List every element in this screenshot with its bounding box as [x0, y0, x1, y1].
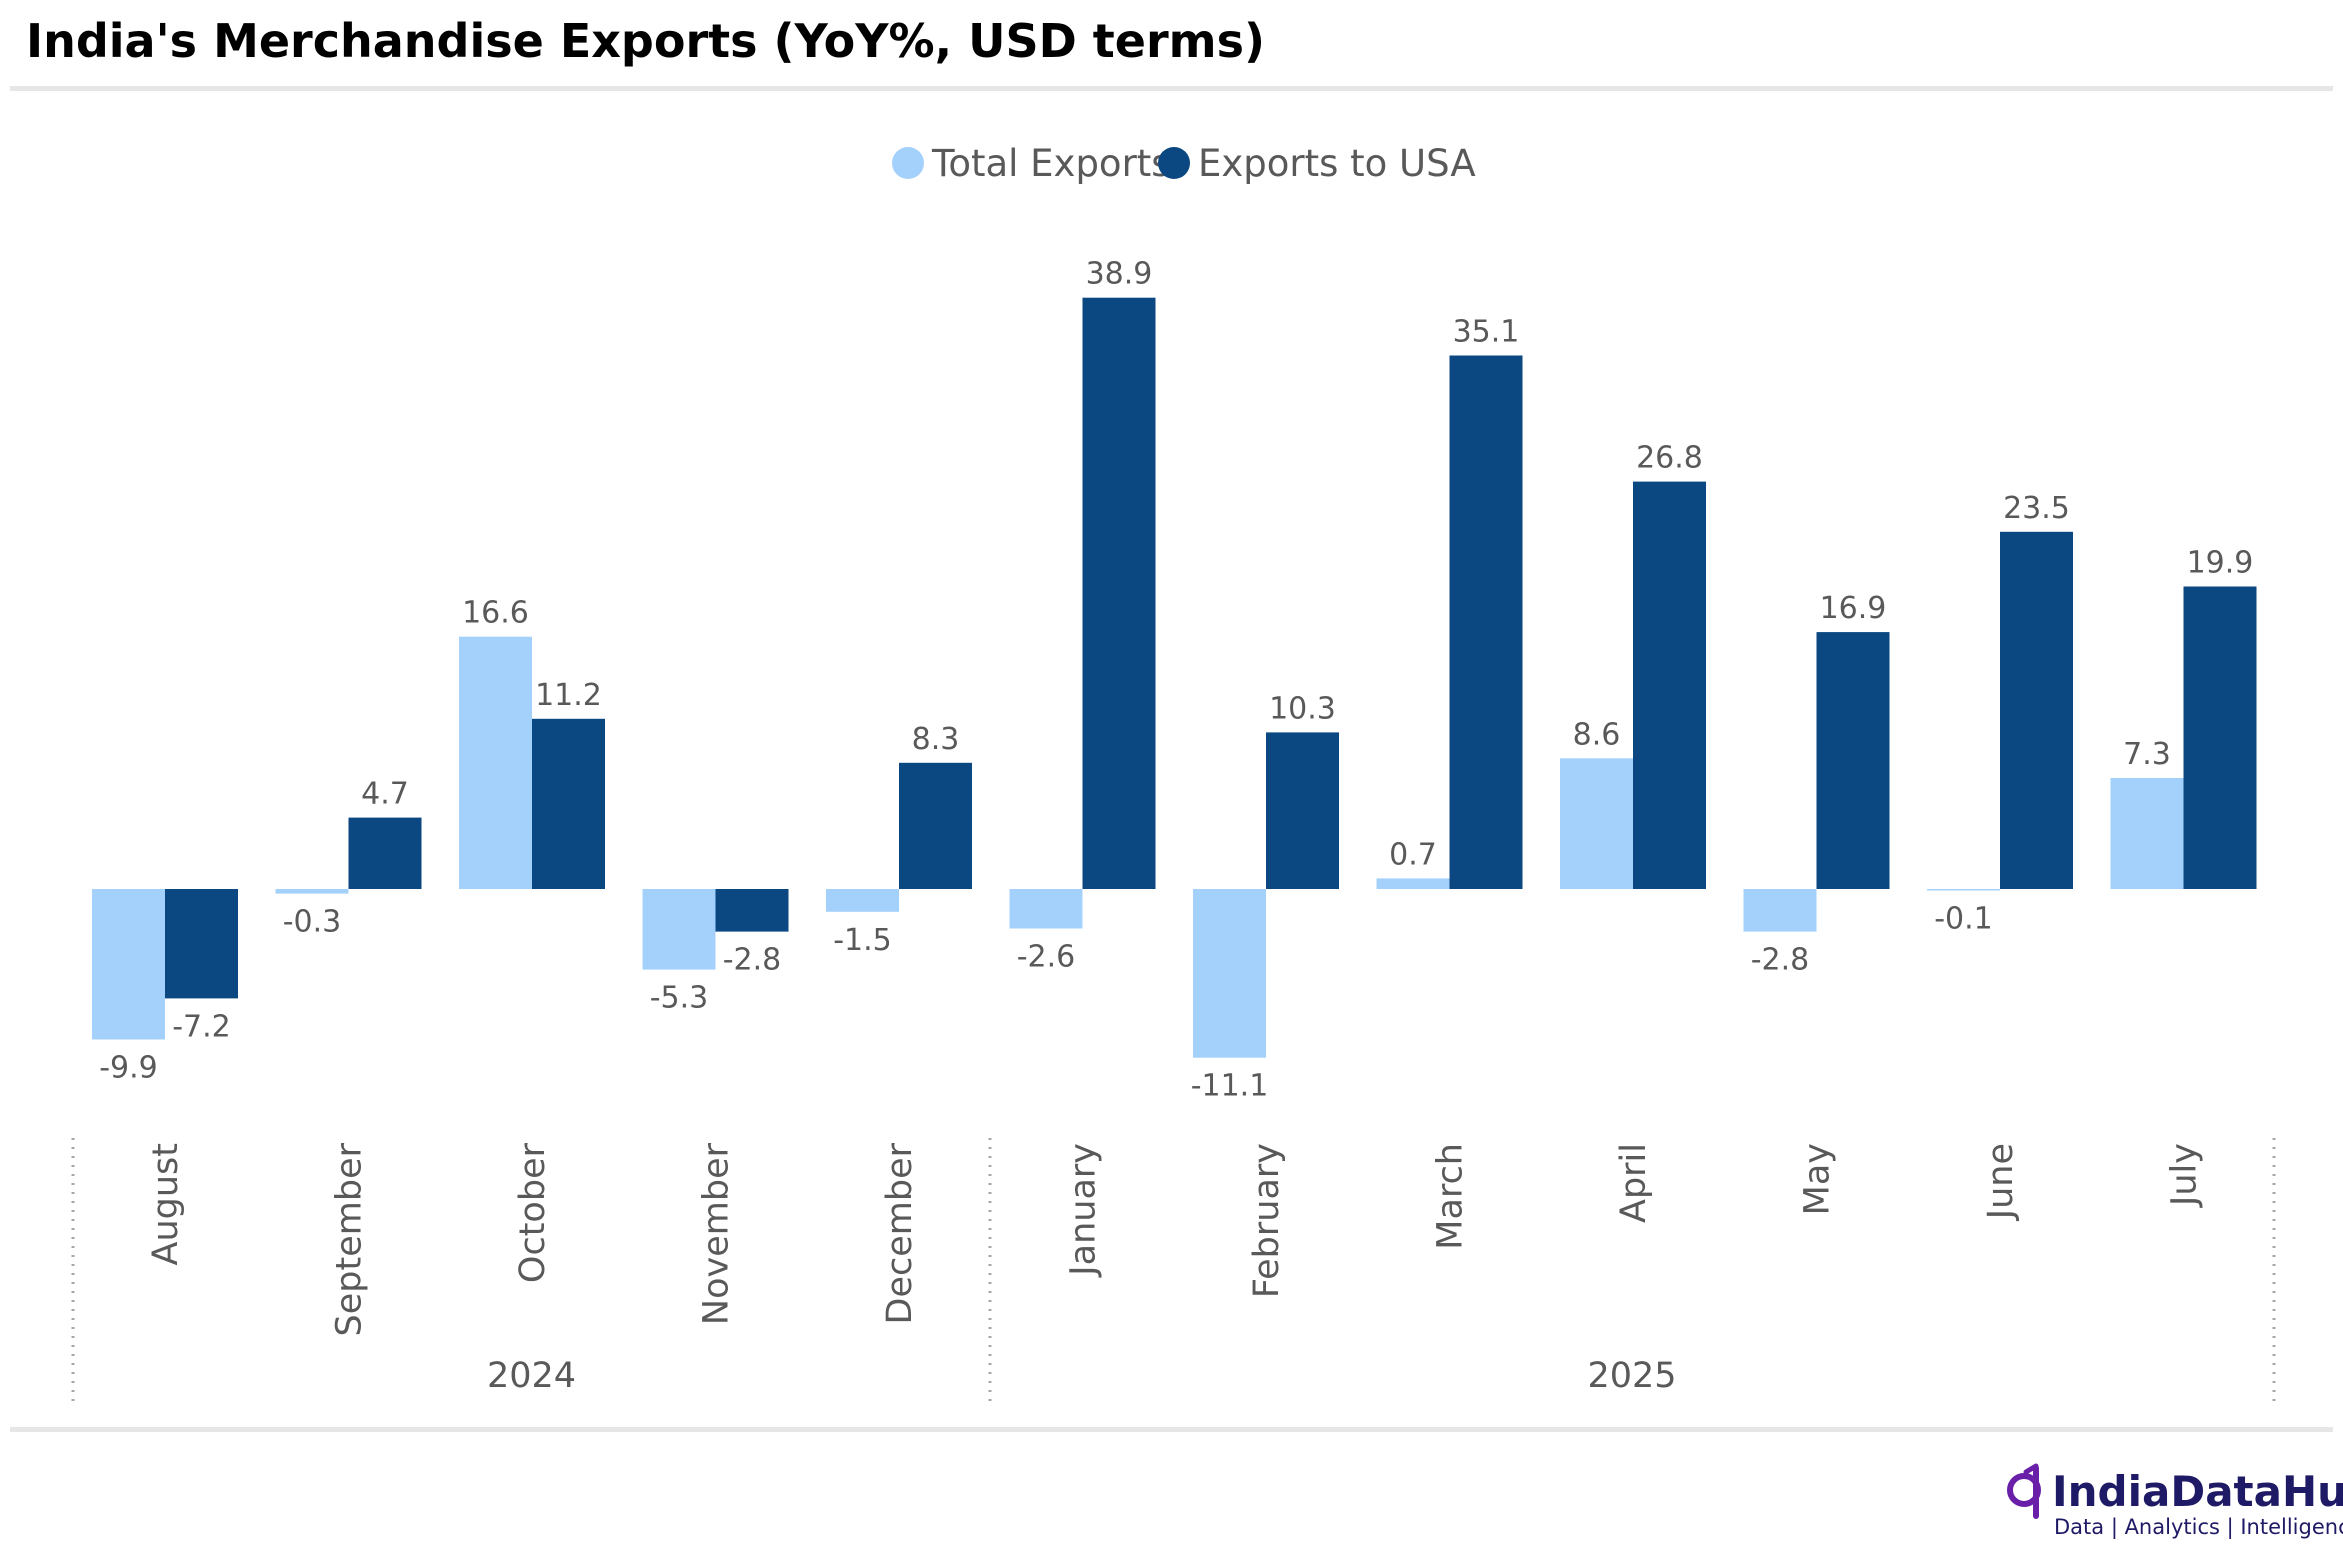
bar-total-exports-july — [2110, 778, 2184, 889]
bar-exports-to-usa-october — [532, 718, 605, 889]
bottom-rule — [10, 1427, 2333, 1432]
x-axis: August September October November December Ja… — [71, 1138, 2276, 1408]
value-label-total-exports-october: 16.6 — [462, 596, 529, 631]
tick-label-june: June — [1981, 1143, 2021, 1221]
value-label-exports-to-usa-august: -7.2 — [172, 1009, 231, 1044]
tick-label-september: September — [330, 1142, 370, 1336]
bar-exports-to-usa-june — [2000, 531, 2073, 889]
value-label-exports-to-usa-may: 16.9 — [1820, 591, 1887, 626]
logo-icon — [2007, 1463, 2041, 1519]
bar-total-exports-november — [642, 889, 716, 970]
top-rule — [10, 86, 2333, 91]
bars-group — [92, 297, 2257, 1058]
bar-total-exports-february — [1193, 889, 1266, 1058]
tick-label-august: August — [146, 1143, 186, 1265]
bar-total-exports-april — [1560, 758, 1633, 889]
bar-exports-to-usa-february — [1266, 732, 1339, 889]
value-label-total-exports-january: -2.6 — [1017, 940, 1076, 975]
value-label-exports-to-usa-march: 35.1 — [1453, 315, 1520, 350]
bar-total-exports-june — [1927, 889, 2000, 891]
legend-label-exports-to-usa: Exports to USA — [1198, 142, 1476, 185]
brand-logo: IndiaDataHub Data | Analytics | Intellig… — [2007, 1463, 2343, 1540]
tick-label-march: March — [1431, 1143, 1471, 1250]
bar-total-exports-december — [826, 889, 899, 912]
tick-label-november: November — [697, 1142, 737, 1325]
bar-exports-to-usa-april — [1633, 481, 1706, 889]
value-label-total-exports-february: -11.1 — [1191, 1069, 1269, 1104]
brand-tagline: Data | Analytics | Intelligence — [2054, 1515, 2343, 1540]
bar-total-exports-march — [1376, 878, 1450, 889]
value-label-exports-to-usa-february: 10.3 — [1269, 691, 1336, 726]
legend: Total Exports Exports to USA — [892, 142, 1476, 185]
value-label-exports-to-usa-november: -2.8 — [723, 943, 782, 978]
bar-exports-to-usa-may — [1816, 632, 1890, 889]
value-label-total-exports-may: -2.8 — [1751, 943, 1810, 978]
brand-name: IndiaDataHub — [2052, 1467, 2343, 1516]
year-label-2025: 2025 — [1587, 1356, 1676, 1396]
tick-label-july: July — [2165, 1143, 2205, 1208]
value-label-exports-to-usa-july: 19.9 — [2187, 546, 2254, 581]
bar-exports-to-usa-september — [348, 817, 422, 889]
value-label-total-exports-march: 0.7 — [1389, 837, 1437, 872]
value-label-total-exports-july: 7.3 — [2123, 737, 2171, 772]
legend-marker-total-exports — [892, 147, 924, 179]
bar-total-exports-october — [459, 636, 532, 889]
value-label-exports-to-usa-september: 4.7 — [361, 777, 409, 812]
bar-exports-to-usa-january — [1082, 297, 1156, 889]
value-label-exports-to-usa-december: 8.3 — [912, 722, 960, 757]
bar-total-exports-august — [92, 889, 165, 1040]
tick-label-may: May — [1798, 1143, 1838, 1215]
value-label-total-exports-april: 8.6 — [1573, 717, 1621, 752]
legend-marker-exports-to-usa — [1158, 147, 1190, 179]
tick-label-december: December — [880, 1142, 920, 1324]
value-label-exports-to-usa-october: 11.2 — [535, 678, 602, 713]
tick-label-january: January — [1064, 1143, 1104, 1278]
tick-label-february: February — [1247, 1143, 1287, 1298]
chart-title: India's Merchandise Exports (YoY%, USD t… — [26, 14, 1265, 68]
bar-exports-to-usa-august — [165, 889, 238, 999]
value-label-total-exports-august: -9.9 — [99, 1051, 158, 1086]
bar-exports-to-usa-november — [715, 889, 789, 932]
year-label-2024: 2024 — [487, 1356, 576, 1396]
value-label-exports-to-usa-april: 26.8 — [1636, 441, 1703, 476]
value-label-exports-to-usa-january: 38.9 — [1086, 257, 1153, 292]
bar-total-exports-january — [1009, 889, 1083, 929]
value-label-total-exports-june: -0.1 — [1934, 902, 1993, 937]
value-label-total-exports-november: -5.3 — [650, 981, 709, 1016]
bar-total-exports-may — [1743, 889, 1817, 932]
tick-label-april: April — [1614, 1143, 1654, 1223]
bar-exports-to-usa-march — [1449, 355, 1523, 889]
tick-label-october: October — [513, 1142, 553, 1283]
value-label-total-exports-september: -0.3 — [283, 905, 342, 940]
bar-exports-to-usa-july — [2183, 586, 2257, 889]
value-label-exports-to-usa-june: 23.5 — [2003, 491, 2070, 526]
value-labels-group: -9.9 -7.2 -0.3 4.7 16.6 11.2 -5.3 -2.8 -1.5 8.3 -2… — [99, 257, 2253, 1104]
bar-total-exports-september — [275, 889, 349, 894]
value-label-total-exports-december: -1.5 — [833, 923, 892, 958]
bar-exports-to-usa-december — [899, 762, 972, 889]
legend-label-total-exports: Total Exports — [931, 142, 1171, 185]
